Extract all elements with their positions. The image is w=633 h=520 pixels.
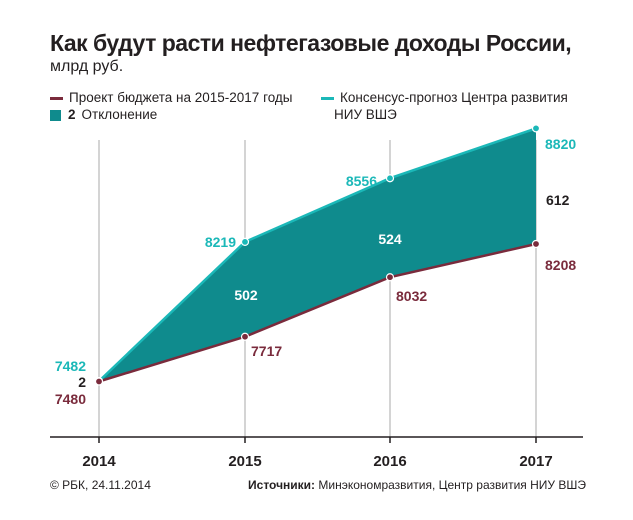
legend-deviation-number: 2 — [68, 107, 76, 122]
budget-label-2016: 8032 — [396, 288, 427, 304]
x-tick-label-2016: 2016 — [373, 453, 406, 470]
budget-label-2017: 8208 — [545, 257, 576, 273]
consensus-label-2014: 7482 — [55, 358, 86, 374]
legend-item-consensus: Консенсус-прогноз Центра развития НИУ ВШ… — [321, 89, 591, 123]
legend-item-deviation: 2 Отклонение — [50, 106, 157, 123]
consensus-label-2016: 8556 — [346, 173, 377, 189]
legend-consensus-swatch — [321, 96, 334, 100]
consensus-label-2015: 8219 — [205, 234, 236, 250]
consensus-line — [98, 127, 537, 383]
budget-point-2014 — [94, 377, 104, 386]
chart-subtitle: млрд руб. — [50, 58, 124, 75]
deviation-label-2015: 502 — [234, 287, 258, 303]
budget-point-2017 — [531, 239, 541, 249]
footer-copyright: © РБК, 24.11.2014 — [50, 478, 151, 492]
legend-deviation-label: Отклонение — [81, 107, 158, 122]
x-tick-label-2014: 2014 — [82, 453, 116, 470]
deviation-label-2014: 2 — [78, 374, 86, 390]
legend-budget-swatch — [50, 96, 63, 100]
consensus-point-2016 — [385, 174, 395, 183]
legend-item-budget: Проект бюджета на 2015-2017 годы — [50, 89, 292, 106]
x-tick-label-2017: 2017 — [519, 453, 552, 470]
deviation-area — [99, 128, 536, 382]
legend-consensus-label-line2: НИУ ВШЭ — [334, 107, 397, 122]
consensus-point-2017 — [531, 124, 541, 133]
deviation-label-2017: 612 — [546, 192, 570, 208]
footer-sources: Источники: Минэкономразвития, Центр разв… — [248, 478, 586, 492]
consensus-label-2017: 8820 — [545, 136, 576, 152]
budget-line — [98, 242, 537, 383]
legend-consensus-label-line1: Консенсус-прогноз Центра развития — [340, 90, 568, 105]
chart-title: Как будут расти нефтегазовые доходы Росс… — [50, 30, 572, 56]
legend-budget-label: Проект бюджета на 2015-2017 годы — [69, 90, 293, 105]
legend-deviation-swatch — [50, 109, 61, 121]
deviation-label-2016: 524 — [378, 231, 402, 247]
budget-point-2015 — [240, 332, 250, 341]
budget-label-2014: 7480 — [55, 391, 86, 407]
footer-sources-text: Минэкономразвития, Центр развития НИУ ВШ… — [315, 478, 586, 492]
budget-point-2016 — [385, 273, 395, 282]
footer-sources-label: Источники: — [248, 478, 316, 492]
consensus-point-2015 — [240, 237, 250, 247]
x-tick-label-2015: 2015 — [228, 453, 261, 470]
budget-label-2015: 7717 — [251, 343, 282, 359]
